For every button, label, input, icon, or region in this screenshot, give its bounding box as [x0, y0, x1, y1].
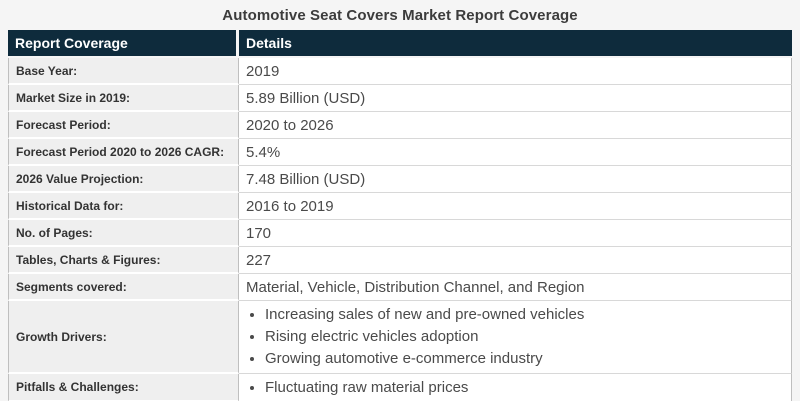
row-value: 2020 to 2026 — [239, 112, 792, 139]
row-value: 5.89 Billion (USD) — [239, 85, 792, 112]
row-value: Increasing sales of new and pre-owned ve… — [239, 301, 792, 374]
row-label: No. of Pages: — [8, 220, 239, 247]
row-label: Pitfalls & Challenges: — [8, 374, 239, 401]
row-label: Segments covered: — [8, 274, 239, 301]
growth-drivers-list: Increasing sales of new and pre-owned ve… — [243, 304, 787, 370]
row-label: Forecast Period 2020 to 2026 CAGR: — [8, 139, 239, 166]
row-value: 2019 — [239, 58, 792, 85]
row-label: Base Year: — [8, 58, 239, 85]
row-forecast-cagr: Forecast Period 2020 to 2026 CAGR: 5.4% — [8, 139, 792, 166]
row-label: Growth Drivers: — [8, 301, 239, 374]
row-growth-drivers: Growth Drivers: Increasing sales of new … — [8, 301, 792, 374]
row-value: 227 — [239, 247, 792, 274]
row-market-size: Market Size in 2019: 5.89 Billion (USD) — [8, 85, 792, 112]
row-base-year: Base Year: 2019 — [8, 58, 792, 85]
row-number-of-pages: No. of Pages: 170 — [8, 220, 792, 247]
list-item: Fluctuating raw material prices — [265, 377, 787, 399]
row-value: 2016 to 2019 — [239, 193, 792, 220]
row-value: 170 — [239, 220, 792, 247]
row-forecast-period: Forecast Period: 2020 to 2026 — [8, 112, 792, 139]
row-label: Forecast Period: — [8, 112, 239, 139]
row-tables-charts-figures: Tables, Charts & Figures: 227 — [8, 247, 792, 274]
list-item: Rising electric vehicles adoption — [265, 326, 787, 348]
list-item: Increasing sales of new and pre-owned ve… — [265, 304, 787, 326]
row-value: Fluctuating raw material prices — [239, 374, 792, 401]
row-pitfalls-challenges: Pitfalls & Challenges: Fluctuating raw m… — [8, 374, 792, 401]
pitfalls-list: Fluctuating raw material prices — [243, 377, 787, 399]
row-value: 7.48 Billion (USD) — [239, 166, 792, 193]
table-header-row: Report Coverage Details — [8, 30, 792, 58]
row-label: Historical Data for: — [8, 193, 239, 220]
row-value: 5.4% — [239, 139, 792, 166]
row-label: Market Size in 2019: — [8, 85, 239, 112]
report-coverage-table: Report Coverage Details Base Year: 2019 … — [8, 30, 792, 401]
column-header-report-coverage: Report Coverage — [8, 30, 239, 58]
row-segments-covered: Segments covered: Material, Vehicle, Dis… — [8, 274, 792, 301]
row-value: Material, Vehicle, Distribution Channel,… — [239, 274, 792, 301]
row-label: 2026 Value Projection: — [8, 166, 239, 193]
page-title: Automotive Seat Covers Market Report Cov… — [222, 7, 578, 24]
row-2026-value-projection: 2026 Value Projection: 7.48 Billion (USD… — [8, 166, 792, 193]
row-historical-data: Historical Data for: 2016 to 2019 — [8, 193, 792, 220]
row-label: Tables, Charts & Figures: — [8, 247, 239, 274]
list-item: Growing automotive e-commerce industry — [265, 348, 787, 370]
column-header-details: Details — [239, 30, 792, 58]
